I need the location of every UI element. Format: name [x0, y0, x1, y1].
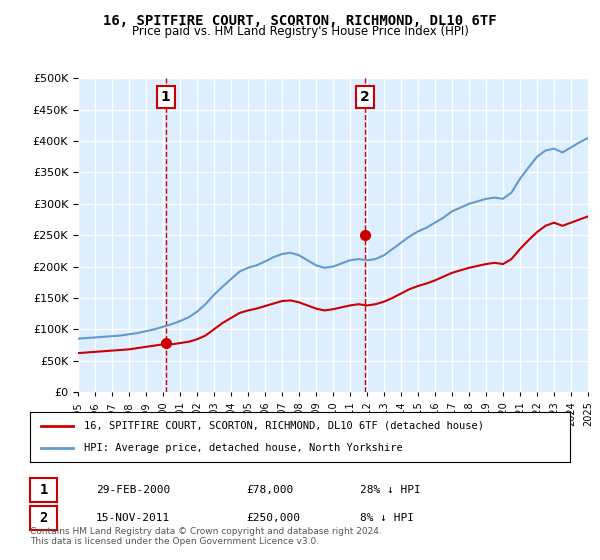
Text: Price paid vs. HM Land Registry's House Price Index (HPI): Price paid vs. HM Land Registry's House … [131, 25, 469, 38]
Text: 29-FEB-2000: 29-FEB-2000 [96, 485, 170, 495]
Text: 8% ↓ HPI: 8% ↓ HPI [360, 513, 414, 523]
Text: 1: 1 [161, 90, 170, 104]
Text: £250,000: £250,000 [246, 513, 300, 523]
Text: Contains HM Land Registry data © Crown copyright and database right 2024.
This d: Contains HM Land Registry data © Crown c… [30, 526, 382, 546]
Text: HPI: Average price, detached house, North Yorkshire: HPI: Average price, detached house, Nort… [84, 443, 403, 453]
Text: 2: 2 [40, 511, 47, 525]
Text: £78,000: £78,000 [246, 485, 293, 495]
Text: 15-NOV-2011: 15-NOV-2011 [96, 513, 170, 523]
Text: 16, SPITFIRE COURT, SCORTON, RICHMOND, DL10 6TF: 16, SPITFIRE COURT, SCORTON, RICHMOND, D… [103, 14, 497, 28]
Text: 2: 2 [360, 90, 370, 104]
Text: 1: 1 [40, 483, 47, 497]
Text: 16, SPITFIRE COURT, SCORTON, RICHMOND, DL10 6TF (detached house): 16, SPITFIRE COURT, SCORTON, RICHMOND, D… [84, 421, 484, 431]
Text: 28% ↓ HPI: 28% ↓ HPI [360, 485, 421, 495]
